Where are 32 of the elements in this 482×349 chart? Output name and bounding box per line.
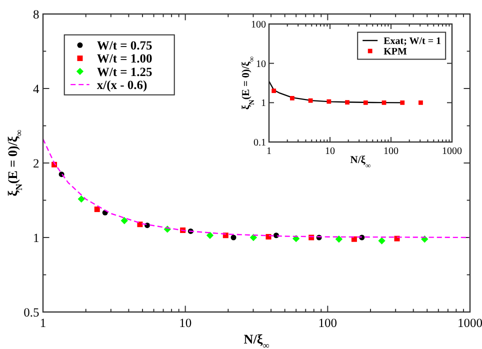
y-tick-label: 2 [33,156,40,170]
y-tick-label: 0.1 [254,138,266,148]
y-tick-label: 0.5 [24,305,40,320]
y-tick-label: 8 [33,7,40,22]
point [290,96,294,100]
point [363,100,368,105]
y-tick-label: 4 [33,82,40,96]
x-axis-title: N/ξ$_{∞}$ [350,155,372,170]
x-tick-label: 1000 [442,146,462,157]
legend-label: W/t = 1.00 [96,52,152,66]
y-tick-label: 1 [33,230,40,245]
point [272,88,276,94]
legend-label: x/(x - 0.6) [96,78,148,92]
x-tick-label: 10 [325,146,335,157]
legend-label: W/t = 1.25 [96,64,152,79]
y-tick-label: 10 [256,58,266,70]
point [382,100,386,105]
legend-label: KPM [384,46,408,58]
x-tick-label: 10 [179,316,192,330]
point [345,100,350,105]
point [326,99,332,104]
point [418,100,423,105]
x-axis-title: N/ξ$_{∞}$ [244,331,270,349]
y-tick-label: 100 [251,20,266,30]
legend-label: Exat; W/t = 1 [384,36,442,48]
x-tick-label: 1000 [458,316,482,330]
point [400,100,405,105]
point [308,98,313,103]
legend-label: W/t = 0.75 [96,38,152,53]
x-tick-label: 100 [384,146,398,157]
y-tick-label: 1 [261,98,266,110]
x-tick-label: 100 [318,316,338,330]
